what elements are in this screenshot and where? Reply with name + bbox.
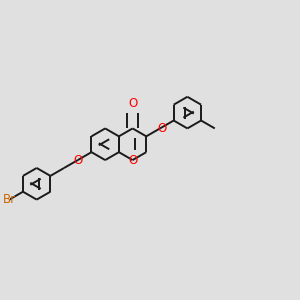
Text: Br: Br	[3, 193, 16, 206]
Text: O: O	[128, 154, 137, 166]
Text: O: O	[128, 97, 137, 110]
Text: O: O	[157, 122, 166, 135]
Text: O: O	[73, 154, 83, 166]
